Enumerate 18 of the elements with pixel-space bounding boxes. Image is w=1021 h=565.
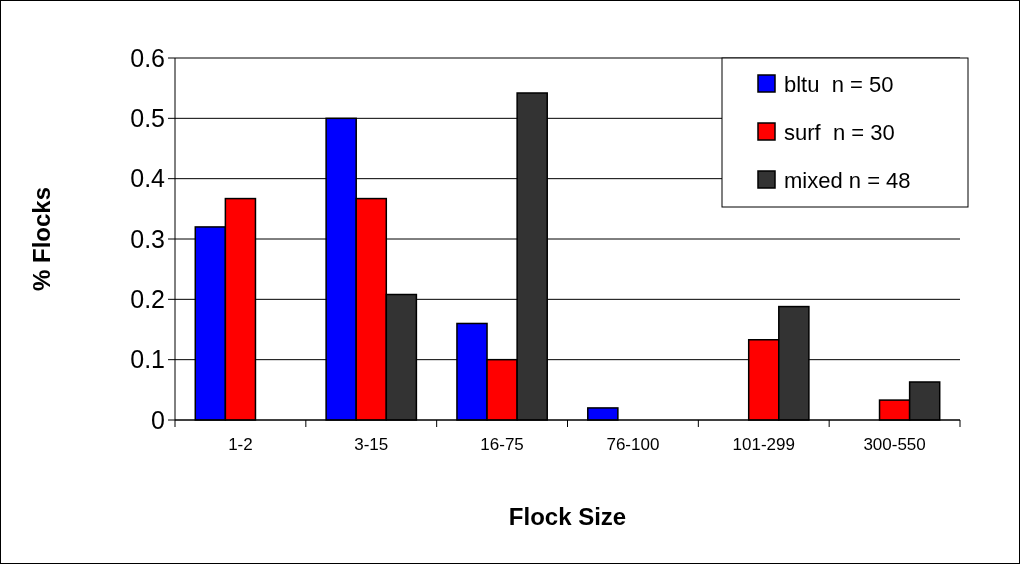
y-tick-label: 0 [151, 405, 165, 434]
x-tick-label: 3-15 [354, 435, 389, 454]
x-axis-title: Flock Size [508, 503, 627, 530]
x-tick-label: 300-550 [863, 435, 926, 454]
y-tick-label: 0.1 [130, 345, 165, 374]
y-tick-label: 0.5 [130, 104, 165, 133]
y-axis-title: % Flocks [28, 186, 55, 292]
legend-label: bltu n = 50 [784, 71, 894, 97]
y-tick-label: 0.3 [130, 224, 165, 253]
y-tick-label: 0.2 [130, 285, 165, 314]
y-tick-label: 0.6 [130, 43, 165, 72]
x-tick-label: 16-75 [480, 435, 524, 454]
x-tick-label: 76-100 [606, 435, 660, 454]
legend-label: surf n = 30 [784, 119, 895, 145]
y-tick-label: 0.4 [130, 164, 166, 193]
x-tick-label: 101-299 [732, 435, 795, 454]
legend-label: mixed n = 48 [784, 167, 911, 193]
x-tick-label: 1-2 [228, 435, 253, 454]
